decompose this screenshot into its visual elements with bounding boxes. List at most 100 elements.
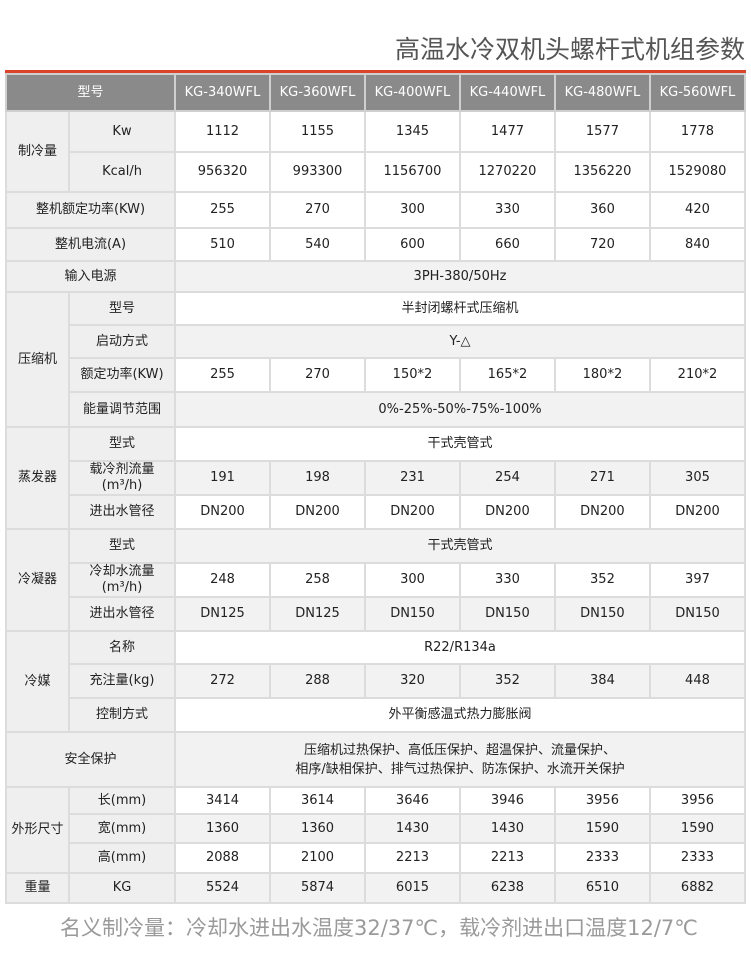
value-cell: 210*2 <box>648 357 747 393</box>
table-row: 蒸发器 型式 干式壳管式 <box>5 426 746 530</box>
value-cell: 1270220 <box>458 151 556 193</box>
row-group-label: 压缩机 <box>5 291 70 428</box>
value-cell: 270 <box>269 191 366 229</box>
table-row: 能量调节范围 0%-25%-50%-75%-100% <box>6 391 746 428</box>
value-cell: 330 <box>458 191 556 229</box>
value-cell: 1590 <box>553 813 651 844</box>
value-cell: 352 <box>458 663 556 699</box>
value-cell: 272 <box>174 663 271 699</box>
value-cell: 1430 <box>458 813 556 844</box>
value-cell: 3956 <box>553 786 651 815</box>
value-cell: DN200 <box>174 494 271 530</box>
row-label: 载冷剂流量(m³/h) <box>67 460 177 496</box>
table-row: Kcal/h 956320 993300 1156700 1270220 1356220 1… <box>6 151 747 193</box>
spanning-value-cell: Y-△ <box>174 324 746 359</box>
row-group-label: 冷媒 <box>5 630 70 733</box>
value-cell: DN200 <box>648 494 747 530</box>
value-cell: 5874 <box>269 872 366 904</box>
value-cell: DN125 <box>174 596 271 632</box>
row-label: 进出水管径 <box>67 494 177 530</box>
value-cell: 6510 <box>553 872 651 904</box>
spanning-value-cell: 压缩机过热保护、高低压保护、超温保护、流量保护、 相序/缺相保护、排气过热保护、防… <box>174 731 746 788</box>
table-row: 压缩机 型号 半封闭螺杆式压缩机 <box>5 291 746 428</box>
value-cell: 270 <box>269 357 366 393</box>
value-cell: 510 <box>174 227 271 262</box>
value-cell: DN200 <box>458 494 556 530</box>
value-cell: 6882 <box>648 872 747 904</box>
value-cell: 305 <box>648 460 747 496</box>
table-row: 冷却水流量(m³/h) 248 258 300 330 352 397 <box>6 562 747 598</box>
value-cell: 1577 <box>553 110 651 153</box>
value-cell: 720 <box>553 227 651 262</box>
value-cell: 352 <box>553 562 651 598</box>
row-label: 宽(mm) <box>67 813 177 844</box>
table-row: 载冷剂流量(m³/h) 191 198 231 254 271 305 <box>6 460 747 496</box>
header-model: KG-340WFL <box>174 73 271 112</box>
table-row: 安全保护 压缩机过热保护、高低压保护、超温保护、流量保护、 相序/缺相保护、排气过热… <box>4 731 746 788</box>
value-cell: DN150 <box>648 596 747 632</box>
row-label: 型式 <box>67 528 177 564</box>
value-cell: 180*2 <box>553 357 651 393</box>
value-cell: 6238 <box>458 872 556 904</box>
table-row: 输入电源 3PH-380/50Hz <box>4 260 746 293</box>
page-title: 高温水冷双机头螺杆式机组参数 <box>394 35 745 64</box>
spanning-value-cell: R22/R134a <box>174 630 746 665</box>
header-model: KG-440WFL <box>458 73 556 112</box>
row-label: 型式 <box>67 426 177 462</box>
value-cell: 3414 <box>174 786 271 815</box>
value-cell: 248 <box>174 562 271 598</box>
row-group-label: 安全保护 <box>4 731 177 788</box>
spec-table: 型号 KG-340WFL KG-360WFL KG-400WFL KG-440WFL KG… <box>4 73 747 904</box>
value-cell: 1360 <box>269 813 366 844</box>
value-cell: 255 <box>174 191 271 229</box>
table-row: 整机额定功率(KW) 255 270 300 330 360 420 <box>4 191 747 229</box>
value-cell: 600 <box>363 227 461 262</box>
value-cell: 1529080 <box>648 151 747 193</box>
value-cell: 258 <box>269 562 366 598</box>
row-group-label: 整机额定功率(KW) <box>4 191 177 229</box>
value-cell: 288 <box>269 663 366 699</box>
row-label: Kw <box>67 110 177 153</box>
header-row: 型号 KG-340WFL KG-360WFL KG-400WFL KG-440WFL KG… <box>4 73 747 112</box>
value-cell: DN150 <box>363 596 461 632</box>
value-cell: 956320 <box>174 151 271 193</box>
table-row: 启动方式 Y-△ <box>6 324 746 359</box>
row-label: 控制方式 <box>67 697 177 733</box>
row-label: 额定功率(KW) <box>67 357 177 393</box>
value-cell: 320 <box>363 663 461 699</box>
value-cell: 1156700 <box>363 151 461 193</box>
value-cell: 360 <box>553 191 651 229</box>
row-label: 冷却水流量(m³/h) <box>67 562 177 598</box>
value-cell: DN150 <box>458 596 556 632</box>
row-group-label: 整机电流(A) <box>4 227 177 262</box>
row-group-label: 重量 <box>5 872 70 904</box>
header-model: KG-480WFL <box>553 73 651 112</box>
spanning-value-cell: 半封闭螺杆式压缩机 <box>174 291 746 326</box>
value-cell: 3646 <box>363 786 461 815</box>
value-cell: 271 <box>553 460 651 496</box>
value-cell: 6015 <box>363 872 461 904</box>
row-group-label: 制冷量 <box>5 110 70 193</box>
value-cell: DN125 <box>269 596 366 632</box>
value-cell: 198 <box>269 460 366 496</box>
value-cell: 2213 <box>363 842 461 874</box>
title-divider <box>5 70 746 73</box>
spanning-value-cell: 3PH-380/50Hz <box>174 260 746 293</box>
row-label: 型号 <box>67 291 177 326</box>
value-cell: DN200 <box>363 494 461 530</box>
value-cell: 840 <box>648 227 747 262</box>
value-cell: 191 <box>174 460 271 496</box>
footnote: 名义制冷量：冷却水进出水温度32/37℃，载冷剂进出口温度12/7℃ <box>60 916 698 940</box>
value-cell: 2333 <box>648 842 747 874</box>
value-cell: DN200 <box>269 494 366 530</box>
table-row: 额定功率(KW) 255 270 150*2 165*2 180*2 210*2 <box>6 357 747 393</box>
value-cell: DN150 <box>553 596 651 632</box>
spanning-value-cell: 干式壳管式 <box>174 426 746 462</box>
value-cell: DN200 <box>553 494 651 530</box>
row-group-label: 输入电源 <box>4 260 177 293</box>
table-row: 进出水管径 DN200 DN200 DN200 DN200 DN200 DN200 <box>6 494 747 530</box>
value-cell: 1430 <box>363 813 461 844</box>
spanning-value-cell: 0%-25%-50%-75%-100% <box>174 391 746 428</box>
value-line: 相序/缺相保护、排气过热保护、防冻保护、水流开关保护 <box>295 761 625 777</box>
header-model: KG-560WFL <box>648 73 747 112</box>
